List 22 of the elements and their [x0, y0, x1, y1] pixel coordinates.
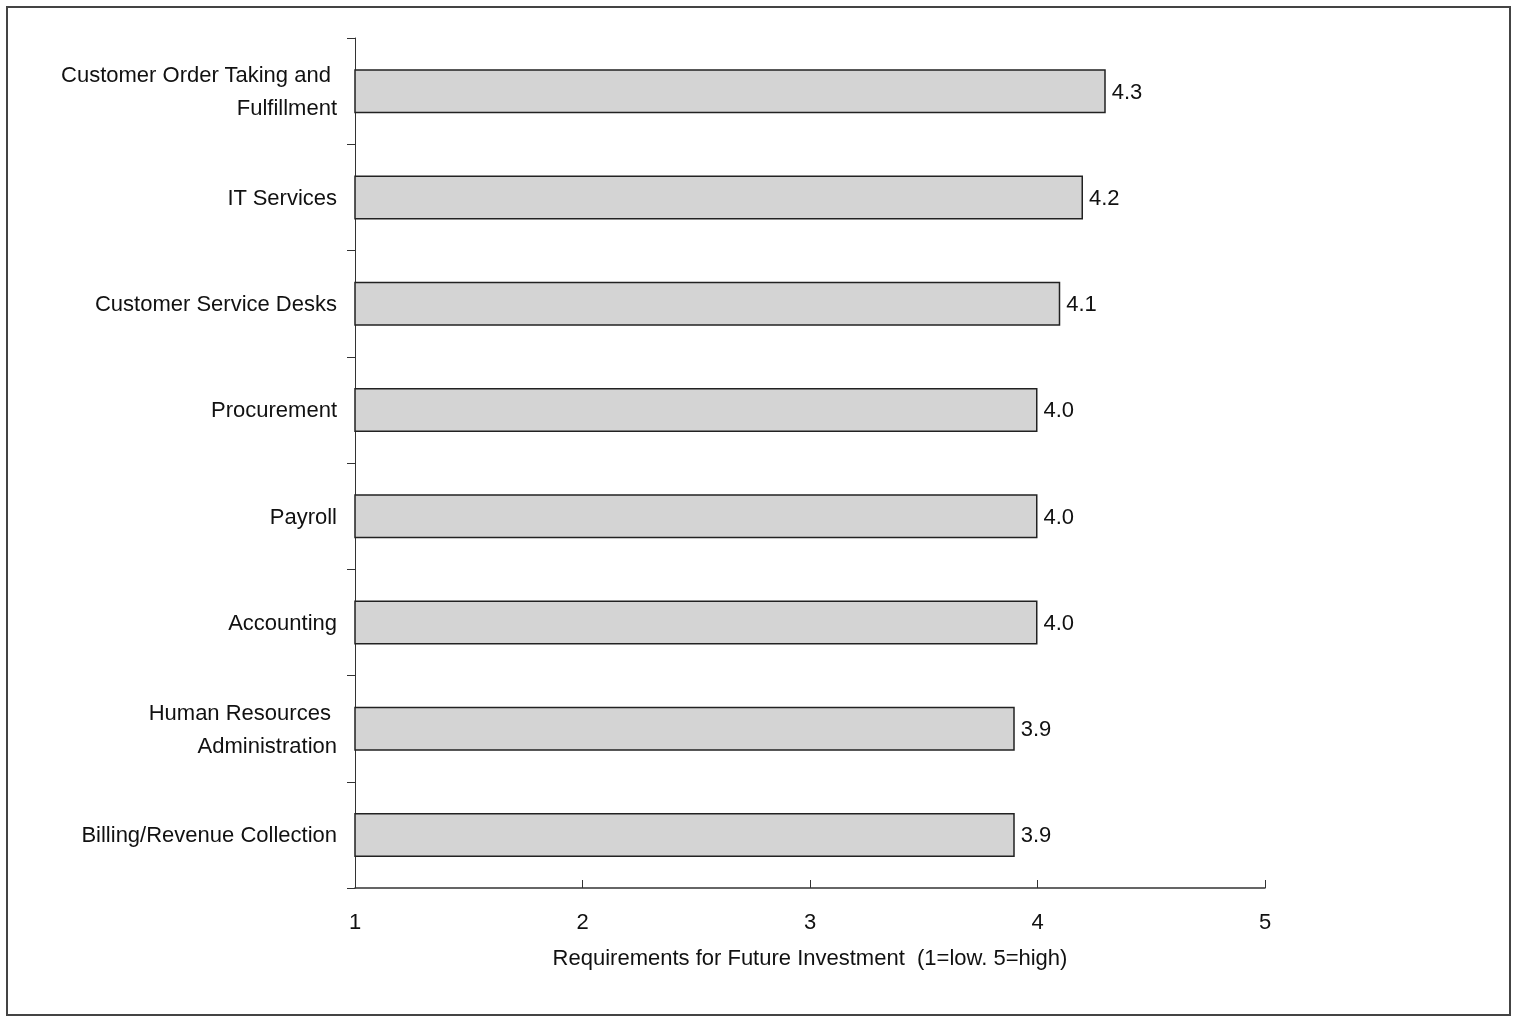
y-tick-label: Customer Order Taking and Fulfillment — [61, 62, 337, 121]
x-tick-label: 2 — [576, 908, 589, 934]
y-tick-label: Accounting — [228, 609, 337, 635]
x-axis-title: Requirements for Future Investment (1=low. 5=high) — [552, 944, 1068, 970]
x-tick-label: 3 — [803, 908, 817, 934]
y-tick-label: Customer Service Desks — [94, 291, 337, 317]
data-label: 4.3 — [1111, 78, 1143, 104]
y-tick-label: IT Services — [227, 184, 337, 210]
data-label: 3.9 — [1020, 822, 1052, 848]
data-label: 4.0 — [1043, 397, 1075, 423]
y-tick-label: Human Resources Administration — [148, 699, 337, 758]
data-label: 4.0 — [1043, 503, 1075, 529]
x-tick-label: 4 — [1031, 908, 1044, 934]
y-tick-label: Billing/Revenue Collection — [81, 822, 337, 848]
data-label: 4.1 — [1066, 291, 1097, 317]
data-label: 3.9 — [1020, 716, 1052, 742]
y-tick-label: Procurement — [211, 397, 337, 423]
y-tick-label: Payroll — [269, 503, 337, 529]
x-tick-label: 5 — [1258, 908, 1272, 934]
x-tick-label: 1 — [348, 908, 362, 934]
data-label: 4.0 — [1043, 609, 1075, 635]
data-label: 4.2 — [1089, 184, 1120, 210]
